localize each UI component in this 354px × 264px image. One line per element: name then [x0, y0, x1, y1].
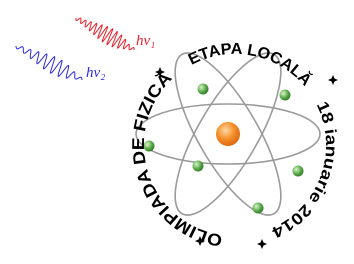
- page: {"photon_labels": ["hν₁", "hν₂"], "ring_…: [0, 0, 354, 264]
- electron: [253, 203, 264, 214]
- electron: [280, 90, 291, 101]
- photon-label: hν₁: [136, 33, 155, 49]
- star: [328, 75, 338, 85]
- photon-wave: [76, 18, 134, 50]
- date-text: 18 ianuarie 2014: [269, 99, 339, 240]
- photon-wave: [16, 46, 82, 80]
- star: [257, 239, 267, 249]
- photon-label: hν₂: [86, 65, 105, 81]
- ring-text: ETAPA LOCALĂ: [186, 41, 316, 90]
- logo: OLIMPIADA DE FIZICĂ ETAPA LOCALĂ 18 ianu…: [0, 0, 354, 264]
- nucleus: [216, 122, 240, 146]
- electron: [293, 166, 304, 177]
- electron: [198, 84, 209, 95]
- stage-text: ETAPA LOCALĂ: [186, 41, 316, 90]
- ring-text: 18 ianuarie 2014: [269, 99, 339, 240]
- electron: [193, 161, 204, 172]
